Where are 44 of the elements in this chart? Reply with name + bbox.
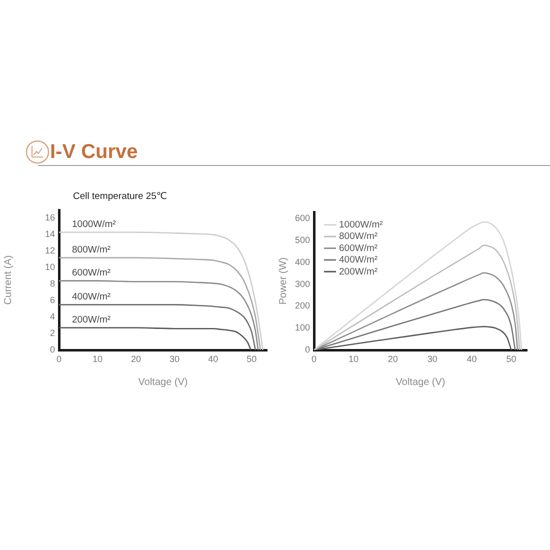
y-tick-label: 0 [50, 344, 55, 354]
y-tick-label: 2 [50, 328, 55, 338]
y-tick-label: 14 [44, 229, 55, 240]
y-axis-title: Power (W) [278, 257, 289, 305]
x-tick-label: 30 [170, 354, 180, 364]
chart-subtitle: Cell temperature 25℃ [73, 191, 168, 203]
y-tick-label: 600 [294, 213, 310, 224]
y-tick-label: 10 [44, 262, 55, 272]
legend-label: 600W/m² [339, 242, 378, 254]
y-tick-label: 400 [294, 256, 310, 267]
series-label: 800W/m² [72, 244, 111, 256]
series-label: 600W/m² [72, 268, 111, 279]
x-tick-label: 40 [208, 354, 218, 364]
x-tick-label: 10 [92, 354, 103, 364]
chart-title: I-V Curve [50, 141, 138, 163]
x-tick-label: 30 [427, 354, 438, 364]
x-tick-label: 0 [311, 354, 317, 364]
y-tick-label: 4 [50, 312, 55, 322]
series-label: 200W/m² [72, 314, 111, 326]
x-tick-label: 10 [348, 354, 358, 364]
y-tick-label: 500 [294, 234, 310, 245]
x-axis-title: Voltage (V) [138, 376, 188, 388]
x-axis-title: Voltage (V) [396, 376, 446, 388]
y-axis-title: Current (A) [2, 255, 14, 305]
legend-label: 200W/m² [339, 266, 378, 278]
x-tick-label: 20 [131, 354, 142, 364]
legend-label: 400W/m² [339, 254, 378, 266]
y-tick-label: 200 [294, 300, 310, 311]
y-tick-label: 100 [294, 322, 310, 333]
x-tick-label: 20 [388, 354, 398, 364]
x-tick-label: 0 [56, 354, 62, 364]
y-tick-label: 6 [50, 295, 55, 306]
y-tick-label: 16 [44, 212, 55, 223]
legend-label: 800W/m² [339, 231, 378, 242]
legend-label: 1000W/m² [339, 219, 383, 230]
x-tick-label: 50 [246, 354, 257, 364]
y-tick-label: 8 [50, 278, 55, 289]
series-label: 1000W/m² [72, 219, 116, 230]
x-tick-label: 50 [506, 354, 516, 364]
y-tick-label: 300 [294, 278, 310, 289]
y-tick-label: 12 [44, 246, 55, 256]
x-tick-label: 40 [466, 354, 477, 364]
series-label: 400W/m² [72, 292, 111, 303]
y-tick-label: 0 [304, 344, 310, 354]
